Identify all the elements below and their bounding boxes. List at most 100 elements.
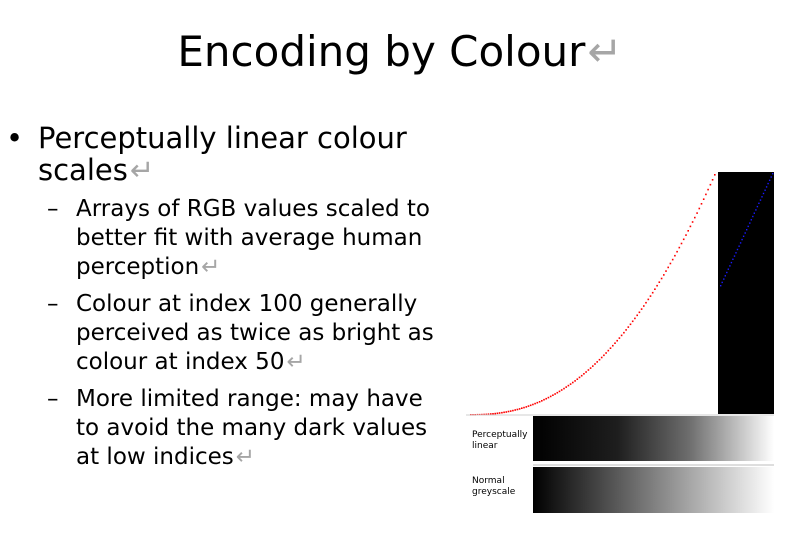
bullet-text: Perceptually linear colour scales: [38, 121, 407, 187]
curve-dot: [761, 196, 763, 198]
curve-dot: [487, 413, 490, 415]
curve-dot: [556, 391, 559, 394]
perceptual-gradient-bar: [533, 416, 774, 461]
curve-dot: [627, 326, 630, 328]
curve-dot: [498, 412, 501, 414]
curve-dot: [541, 400, 543, 402]
curve-dot: [576, 378, 579, 380]
return-icon: ↵: [129, 153, 155, 187]
curve-dot: [545, 397, 547, 400]
curve-dot: [505, 411, 508, 413]
curve-dot: [709, 183, 712, 186]
curve-dot: [691, 221, 694, 223]
bullet-list: • Perceptually linear colour scales↵ – A…: [0, 122, 460, 472]
curve-dot: [647, 298, 650, 301]
curve-dot: [729, 265, 731, 267]
return-icon: ↵: [587, 27, 623, 76]
curve-dot: [711, 179, 714, 181]
curve-dot: [765, 186, 768, 188]
curve-dot: [503, 411, 505, 414]
curve-dot: [523, 406, 525, 409]
perceptual-curve-red: [470, 174, 716, 416]
slide-title: Encoding by Colour↵: [0, 26, 800, 78]
curve-dot: [707, 188, 709, 191]
figure-graphic: [466, 172, 774, 513]
curve-dot: [536, 401, 539, 404]
curve-dot: [669, 262, 672, 265]
curve-dot: [592, 365, 594, 367]
curve-dot: [759, 199, 762, 201]
curve-dot: [631, 320, 634, 323]
curve-dot: [518, 408, 521, 410]
return-icon: ↵: [286, 349, 306, 375]
curve-dot: [689, 225, 692, 228]
curve-dot: [636, 314, 638, 317]
curve-dot: [638, 311, 641, 314]
curve-dot: [733, 255, 736, 257]
perceptual-curve-blue: [720, 173, 774, 287]
curve-dot: [762, 192, 765, 195]
curve-dot: [698, 207, 701, 210]
curve-dot: [730, 261, 733, 264]
curve-dot: [702, 198, 705, 200]
curve-dot: [741, 238, 743, 241]
normal-greyscale-label: Normal greyscale: [472, 476, 515, 498]
bullet-item: • Perceptually linear colour scales↵: [0, 122, 460, 186]
label-line: greyscale: [472, 487, 516, 497]
label-line: linear: [472, 441, 498, 451]
curve-dot: [732, 258, 734, 260]
curve-dot: [696, 212, 698, 214]
curve-dot: [603, 354, 605, 357]
curve-dot: [723, 278, 725, 280]
curve-dot: [538, 401, 541, 403]
curve-dot: [756, 205, 759, 208]
dash-icon: –: [47, 386, 59, 412]
curve-dot: [767, 182, 769, 185]
curve-dot: [507, 410, 510, 413]
curve-dot: [485, 413, 488, 416]
curve-dot: [605, 352, 607, 354]
return-icon: ↵: [201, 254, 221, 280]
curve-dot: [552, 394, 554, 396]
curve-dot: [623, 331, 625, 334]
curve-dot: [532, 403, 534, 406]
dash-icon: –: [47, 196, 59, 222]
curve-dot: [594, 363, 596, 365]
curve-dot: [596, 361, 598, 363]
curve-dot: [678, 246, 681, 249]
curve-dot: [534, 402, 536, 405]
curve-dot: [527, 405, 530, 407]
dash-icon: –: [47, 291, 59, 317]
curve-dot: [512, 409, 514, 412]
curve-dot: [629, 323, 632, 326]
curve-dot: [569, 383, 572, 385]
curve-dot: [585, 371, 587, 373]
curve-dot: [509, 410, 512, 412]
curve-dot: [558, 390, 561, 393]
slide-title-text: Encoding by Colour: [177, 27, 586, 76]
curve-dot: [609, 347, 612, 349]
curve-dot: [720, 285, 722, 287]
curve-dot: [589, 367, 592, 369]
curve-dot: [565, 386, 567, 388]
curve-dot: [580, 374, 583, 377]
curve-dot: [574, 380, 576, 382]
curve-dot: [744, 232, 746, 234]
curve-dot: [705, 193, 707, 196]
bullet-dot-icon: •: [6, 121, 24, 155]
curve-dot: [490, 413, 492, 415]
curve-dot: [563, 387, 565, 390]
curve-dot: [616, 339, 618, 342]
curve-dot: [656, 284, 658, 287]
curve-dot: [494, 412, 496, 415]
curve-dot: [614, 342, 616, 344]
sub-bullet-item: – Arrays of RGB values scaled to better …: [0, 195, 446, 282]
curve-dot: [747, 225, 749, 228]
curve-dot: [658, 281, 661, 283]
curve-dot: [663, 274, 665, 276]
curve-dot: [516, 408, 519, 411]
label-line: Perceptually: [472, 430, 528, 440]
curve-dot: [700, 203, 703, 205]
curve-dot: [600, 356, 603, 359]
curve-dot: [671, 258, 674, 261]
